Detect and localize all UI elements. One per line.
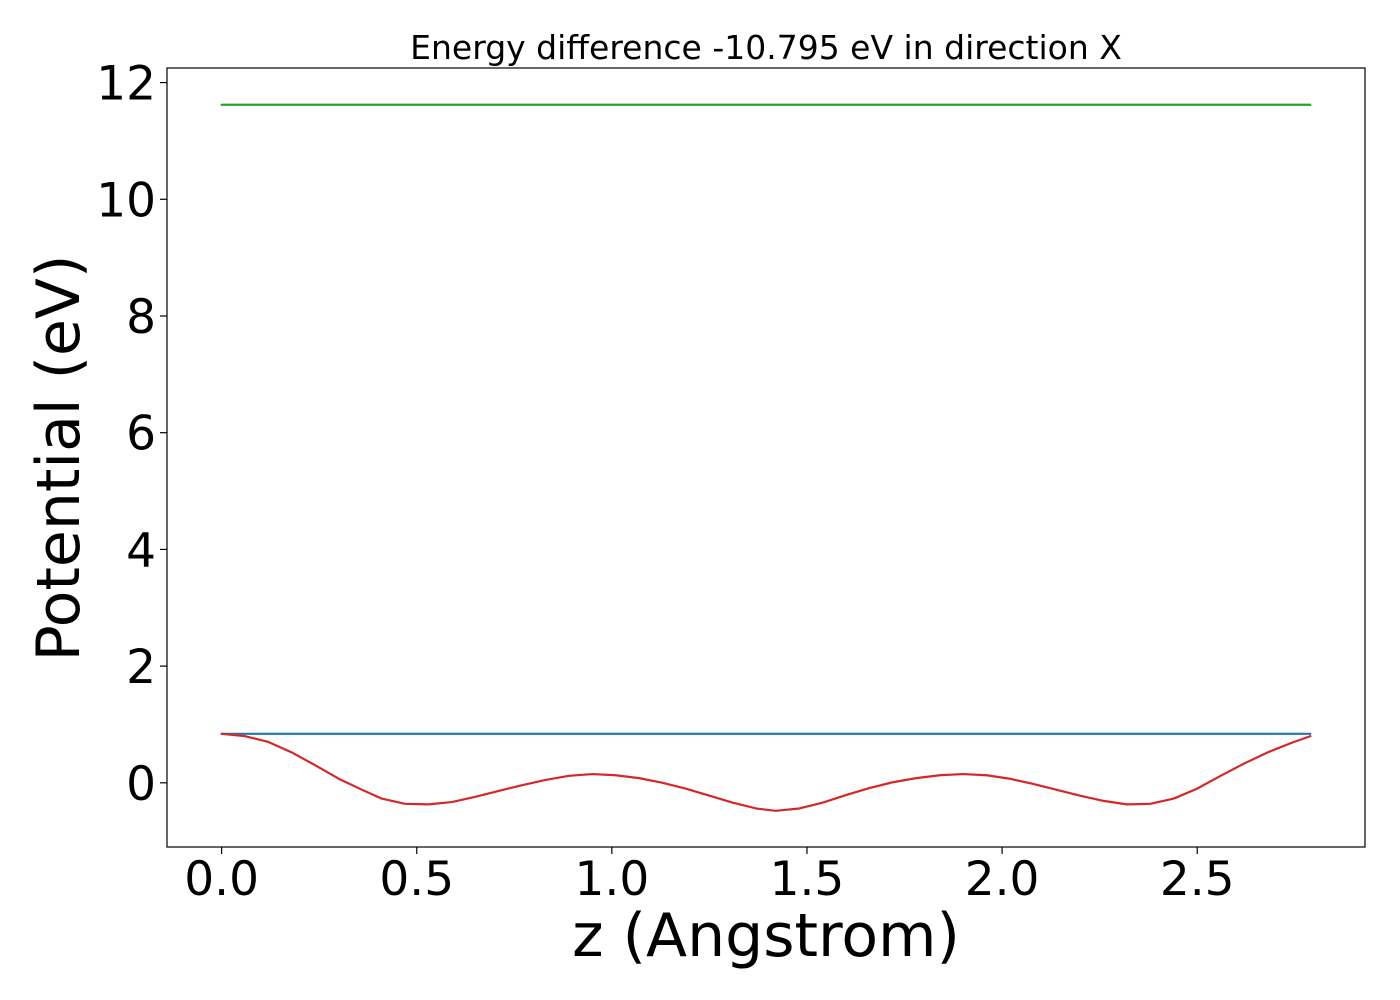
y-tick-label-0: 0 <box>126 757 156 812</box>
y-axis-ticks: 0 2 4 6 8 10 12 <box>96 57 167 812</box>
y-tick-label-5: 10 <box>96 173 156 228</box>
x-tick-label-5: 2.5 <box>1160 852 1235 907</box>
x-tick-label-3: 1.5 <box>770 852 845 907</box>
x-tick-label-0: 0.0 <box>184 852 259 907</box>
chart-title: Energy difference -10.795 eV in directio… <box>410 28 1122 67</box>
x-tick-label-1: 0.5 <box>379 852 454 907</box>
y-axis-label: Potential (eV) <box>24 255 94 662</box>
x-tick-label-4: 2.0 <box>965 852 1040 907</box>
y-tick-label-1: 2 <box>126 640 156 695</box>
y-tick-label-6: 12 <box>96 57 156 112</box>
series-layer <box>220 103 1312 812</box>
x-tick-label-2: 1.0 <box>574 852 649 907</box>
series-line-2 <box>220 732 1312 812</box>
y-tick-label-4: 8 <box>126 290 156 345</box>
x-axis-ticks: 0.0 0.5 1.0 1.5 2.0 2.5 <box>184 847 1235 907</box>
y-tick-label-2: 4 <box>126 523 156 578</box>
x-axis-label: z (Angstrom) <box>572 901 960 971</box>
plot-area-frame <box>166 67 1366 848</box>
y-tick-label-3: 6 <box>126 407 156 462</box>
